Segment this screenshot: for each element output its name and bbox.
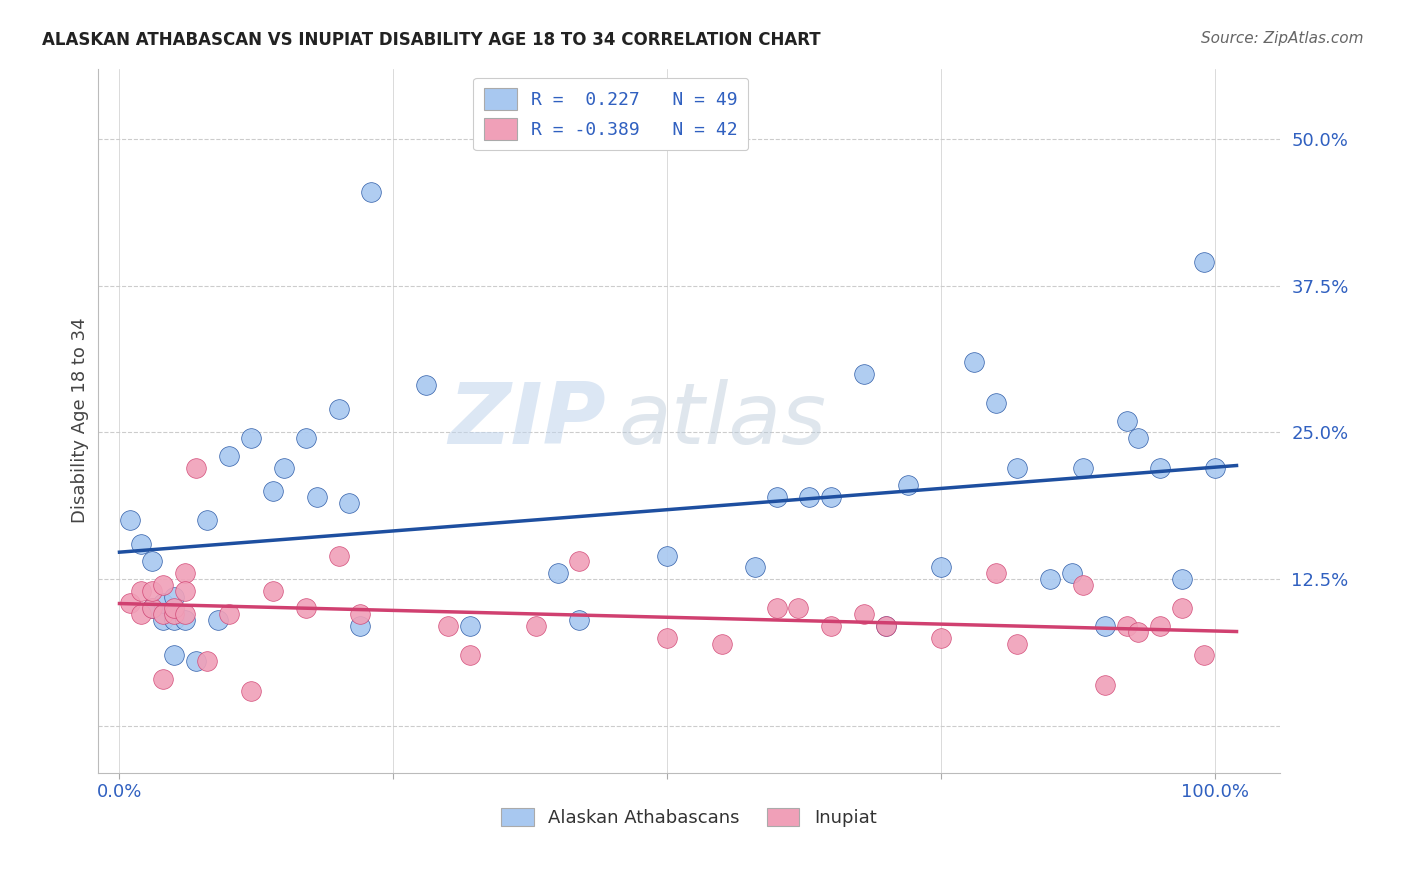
Point	[1094, 619, 1116, 633]
Point	[305, 490, 328, 504]
Point	[787, 601, 810, 615]
Point	[765, 601, 787, 615]
Text: ALASKAN ATHABASCAN VS INUPIAT DISABILITY AGE 18 TO 34 CORRELATION CHART: ALASKAN ATHABASCAN VS INUPIAT DISABILITY…	[42, 31, 821, 49]
Point	[174, 607, 197, 622]
Point	[1149, 460, 1171, 475]
Point	[131, 583, 153, 598]
Point	[184, 460, 207, 475]
Point	[1071, 460, 1094, 475]
Point	[1007, 637, 1029, 651]
Point	[897, 478, 920, 492]
Point	[349, 607, 371, 622]
Point	[163, 601, 186, 615]
Point	[262, 484, 284, 499]
Point	[294, 431, 316, 445]
Point	[360, 185, 382, 199]
Point	[1149, 619, 1171, 633]
Point	[152, 672, 174, 686]
Point	[929, 560, 952, 574]
Point	[1007, 460, 1029, 475]
Point	[929, 631, 952, 645]
Point	[1192, 255, 1215, 269]
Point	[1171, 601, 1194, 615]
Point	[218, 449, 240, 463]
Point	[218, 607, 240, 622]
Point	[239, 683, 262, 698]
Point	[328, 401, 350, 416]
Point	[1204, 460, 1226, 475]
Point	[765, 490, 787, 504]
Point	[853, 607, 876, 622]
Point	[273, 460, 295, 475]
Point	[875, 619, 897, 633]
Legend: Alaskan Athabascans, Inupiat: Alaskan Athabascans, Inupiat	[494, 800, 884, 834]
Point	[141, 601, 163, 615]
Point	[568, 613, 591, 627]
Point	[152, 578, 174, 592]
Point	[328, 549, 350, 563]
Point	[163, 607, 186, 622]
Point	[547, 566, 569, 581]
Point	[174, 613, 197, 627]
Point	[1071, 578, 1094, 592]
Point	[141, 583, 163, 598]
Point	[1062, 566, 1084, 581]
Point	[853, 367, 876, 381]
Point	[131, 607, 153, 622]
Point	[120, 513, 142, 527]
Point	[458, 648, 481, 663]
Text: ZIP: ZIP	[449, 379, 606, 462]
Point	[568, 554, 591, 568]
Point	[184, 654, 207, 668]
Y-axis label: Disability Age 18 to 34: Disability Age 18 to 34	[72, 318, 89, 524]
Point	[524, 619, 547, 633]
Point	[744, 560, 766, 574]
Point	[195, 654, 218, 668]
Point	[152, 607, 174, 622]
Point	[163, 648, 186, 663]
Point	[141, 554, 163, 568]
Point	[1126, 431, 1149, 445]
Point	[655, 631, 678, 645]
Point	[163, 590, 186, 604]
Point	[349, 619, 371, 633]
Point	[875, 619, 897, 633]
Point	[195, 513, 218, 527]
Text: atlas: atlas	[619, 379, 825, 462]
Point	[239, 431, 262, 445]
Point	[152, 613, 174, 627]
Point	[820, 619, 842, 633]
Point	[1126, 624, 1149, 639]
Point	[1171, 572, 1194, 586]
Point	[131, 537, 153, 551]
Point	[655, 549, 678, 563]
Point	[152, 596, 174, 610]
Point	[174, 566, 197, 581]
Point	[984, 566, 1007, 581]
Point	[820, 490, 842, 504]
Point	[174, 583, 197, 598]
Point	[1192, 648, 1215, 663]
Point	[1116, 414, 1139, 428]
Point	[415, 378, 437, 392]
Point	[458, 619, 481, 633]
Point	[339, 496, 361, 510]
Point	[1116, 619, 1139, 633]
Point	[799, 490, 821, 504]
Point	[294, 601, 316, 615]
Point	[984, 396, 1007, 410]
Point	[120, 596, 142, 610]
Point	[437, 619, 460, 633]
Point	[141, 601, 163, 615]
Point	[163, 613, 186, 627]
Point	[1039, 572, 1062, 586]
Point	[710, 637, 733, 651]
Text: Source: ZipAtlas.com: Source: ZipAtlas.com	[1201, 31, 1364, 46]
Point	[1094, 678, 1116, 692]
Point	[207, 613, 229, 627]
Point	[262, 583, 284, 598]
Point	[963, 355, 986, 369]
